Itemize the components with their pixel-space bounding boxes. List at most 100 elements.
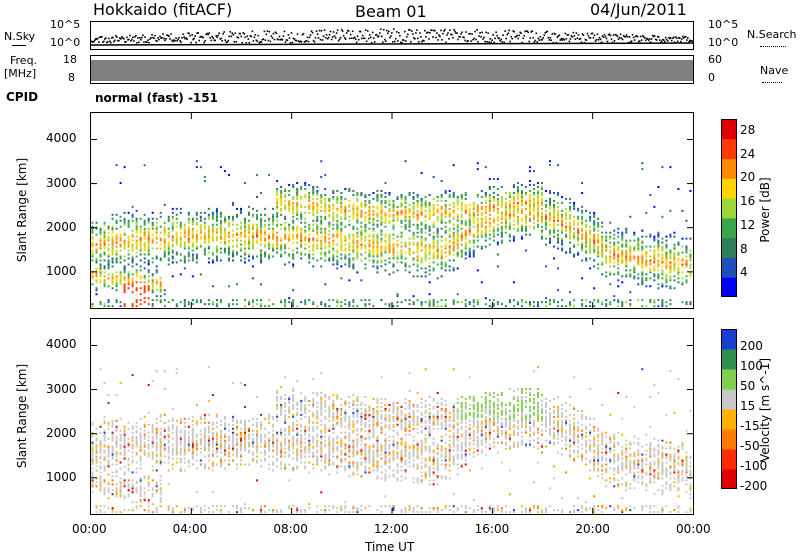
heat-cell: [143, 477, 146, 480]
heat-cell: [336, 249, 339, 252]
heat-cell: [284, 243, 287, 246]
heat-cell: [175, 368, 178, 371]
heat-cell: [147, 239, 150, 242]
power-plot-frame: [90, 112, 694, 309]
heat-cell: [352, 213, 355, 216]
heat-cell: [661, 247, 664, 250]
heat-cell: [532, 188, 535, 190]
heat-cell: [296, 213, 299, 216]
heat-cell: [167, 253, 170, 256]
heat-cell: [99, 259, 102, 262]
heat-cell: [657, 277, 660, 280]
noise-point: [328, 33, 331, 36]
heat-cell: [115, 233, 118, 236]
heat-cell: [296, 225, 299, 228]
heat-cell: [163, 249, 166, 252]
heat-cell: [512, 209, 515, 212]
noise-sky-legend-line: [12, 45, 26, 46]
noise-point: [579, 37, 582, 40]
heat-cell: [123, 471, 126, 474]
heat-cell: [356, 193, 359, 196]
heat-cell: [412, 235, 415, 238]
heat-cell: [408, 247, 411, 250]
heat-cell: [356, 251, 359, 254]
heat-cell: [412, 195, 415, 198]
heat-cell: [167, 449, 170, 452]
heat-cell: [252, 213, 255, 216]
noise-point: [163, 37, 165, 40]
heat-cell: [175, 237, 178, 240]
heat-cell: [336, 209, 339, 212]
heat-cell: [195, 160, 198, 163]
noise-point: [684, 35, 687, 38]
heat-cell: [187, 461, 190, 464]
heat-cell: [300, 233, 303, 236]
heat-cell: [488, 223, 491, 226]
heat-cell: [384, 251, 387, 254]
noise-point: [244, 36, 247, 39]
heat-cell: [171, 237, 174, 240]
heat-cell: [573, 203, 576, 206]
heat-cell: [123, 233, 126, 236]
heat-cell: [380, 223, 383, 226]
heat-cell: [91, 237, 94, 240]
heat-cell: [376, 213, 379, 216]
heat-cell: [364, 239, 367, 242]
heat-cell: [91, 479, 94, 482]
heat-cell: [516, 215, 519, 218]
heat-cell: [649, 261, 652, 264]
noise-point: [181, 36, 183, 39]
heat-cell: [352, 205, 355, 208]
heat-cell: [464, 219, 467, 222]
heat-cell: [565, 221, 568, 224]
heat-cell: [561, 241, 564, 244]
heat-cell: [516, 223, 519, 226]
heat-cell: [540, 193, 543, 196]
heat-cell: [412, 303, 415, 306]
heat-cell: [135, 275, 138, 278]
heat-cell: [384, 269, 387, 272]
freq-left-tick-top: 18: [63, 53, 77, 66]
heat-cell: [372, 241, 375, 244]
noise-point: [310, 30, 313, 32]
heat-cell: [231, 235, 234, 238]
heat-cell: [95, 273, 98, 276]
heat-cell: [272, 237, 275, 240]
velocity-cells: [91, 366, 692, 514]
heat-cell: [183, 267, 186, 270]
noise-strip-plot: [90, 28, 694, 46]
heat-cell: [215, 237, 218, 240]
heat-cell: [557, 209, 560, 212]
heat-cell: [512, 186, 515, 188]
heat-cell: [288, 209, 291, 212]
heat-cell: [119, 447, 122, 450]
heat-cell: [195, 239, 198, 242]
heat-cell: [123, 245, 126, 248]
heat-cell: [368, 205, 371, 208]
heat-cell: [272, 229, 275, 232]
heat-cell: [151, 437, 154, 440]
heat-cell: [159, 413, 162, 416]
heat-cell: [159, 449, 162, 452]
noise-point: [398, 32, 400, 34]
heat-cell: [500, 303, 503, 306]
heat-cell: [296, 209, 299, 212]
heat-cell: [516, 191, 519, 194]
heat-cell: [135, 301, 138, 304]
heat-cell: [143, 249, 146, 252]
heat-cell: [99, 489, 102, 492]
heat-cell: [484, 205, 487, 208]
heat-cell: [183, 303, 186, 306]
heat-cell: [123, 283, 126, 286]
heat-cell: [669, 279, 672, 282]
heat-cell: [223, 233, 226, 236]
heat-cell: [316, 243, 319, 246]
heat-cell: [532, 170, 535, 173]
heat-cell: [468, 221, 471, 224]
noise-point: [406, 35, 408, 38]
heat-cell: [360, 239, 363, 242]
heat-cell: [545, 297, 548, 300]
heat-cell: [673, 245, 676, 248]
heat-cell: [324, 209, 327, 212]
heat-cell: [183, 439, 186, 442]
